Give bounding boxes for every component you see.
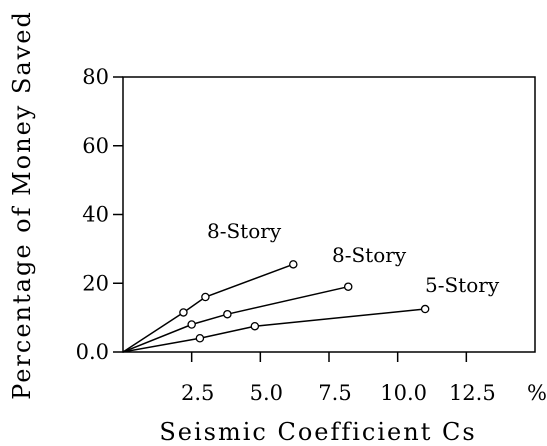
- x-tick-label: 5.0: [250, 381, 283, 405]
- data-point-2-2: [250, 321, 260, 331]
- series-line-0: [122, 263, 294, 353]
- x-unit-label: %: [527, 381, 547, 405]
- x-tick-label: 7.5: [318, 381, 351, 405]
- x-tick-label: 12.5: [449, 381, 496, 405]
- y-axis-ticks: 0.0 20 40 60 80: [76, 65, 123, 364]
- series-line-2: [122, 308, 426, 353]
- y-tick-label: 60: [82, 134, 109, 158]
- data-point-2-3: [420, 304, 430, 314]
- series-labels: 8-Story 8-Story 5-Story: [207, 219, 500, 297]
- series-label-1: 8-Story: [332, 243, 407, 267]
- data-point-0-1: [179, 308, 188, 317]
- data-point-1-2: [223, 309, 232, 319]
- data-point-1-3: [343, 282, 353, 291]
- data-point-2-1: [195, 333, 205, 343]
- series-label-0: 8-Story: [207, 219, 282, 243]
- data-point-0-3: [289, 260, 298, 269]
- series-label-2: 5-Story: [425, 273, 500, 297]
- data-point-1-1: [187, 320, 196, 329]
- x-tick-label: 10.0: [380, 381, 427, 405]
- series-line-1: [122, 285, 349, 353]
- y-tick-label: 0.0: [76, 340, 109, 364]
- x-tick-label: 2.5: [181, 381, 214, 405]
- x-axis-ticks: 2.5 5.0 7.5 10.0 12.5: [181, 352, 496, 405]
- y-axis-title: Percentage of Money Saved: [8, 10, 36, 400]
- x-axis-title: Seismic Coefficient Cs: [159, 418, 476, 446]
- y-tick-label: 80: [82, 65, 109, 89]
- y-tick-label: 40: [82, 203, 109, 227]
- data-point-0-2: [201, 292, 210, 302]
- y-tick-label: 20: [82, 271, 109, 295]
- series-layer: [122, 260, 430, 353]
